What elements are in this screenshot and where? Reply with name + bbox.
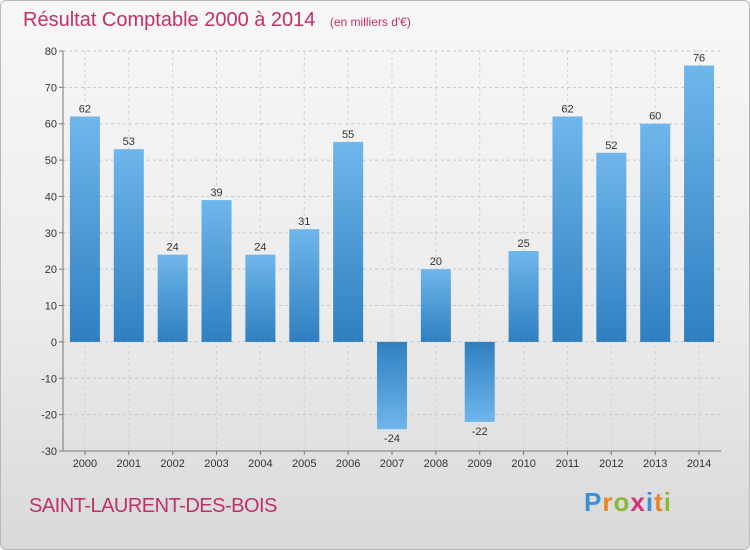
value-label-2014: 76 bbox=[693, 53, 705, 65]
x-tick-label-2002: 2002 bbox=[160, 458, 184, 470]
x-tick-label-2005: 2005 bbox=[292, 458, 316, 470]
logo-letter: r bbox=[602, 487, 614, 517]
bar-2007 bbox=[377, 341, 407, 430]
x-tick-label-2003: 2003 bbox=[204, 458, 228, 470]
proxiti-logo: Proxiti bbox=[584, 487, 672, 518]
value-label-2002: 24 bbox=[167, 242, 179, 254]
logo-letter: P bbox=[584, 487, 603, 517]
x-tick-label-2014: 2014 bbox=[687, 458, 711, 470]
y-tick-label: -30 bbox=[41, 446, 57, 458]
logo-letter: i bbox=[663, 487, 672, 517]
y-tick-label: 50 bbox=[45, 155, 57, 167]
x-tick-label-2012: 2012 bbox=[599, 458, 623, 470]
logo-letter: o bbox=[613, 487, 631, 517]
y-tick-label: 30 bbox=[45, 228, 57, 240]
value-label-2012: 52 bbox=[605, 140, 617, 152]
bar-2002 bbox=[157, 254, 188, 342]
y-tick-label: 40 bbox=[45, 191, 57, 203]
value-label-2003: 39 bbox=[210, 187, 222, 199]
chart-unit: (en milliers d'€) bbox=[329, 15, 411, 29]
bar-2000 bbox=[69, 116, 100, 342]
x-tick-label-2011: 2011 bbox=[556, 458, 580, 470]
y-tick-label: -10 bbox=[41, 373, 57, 385]
chart-title-block: Résultat Comptable 2000 à 2014 (en milli… bbox=[23, 9, 411, 32]
bar-2004 bbox=[245, 254, 276, 342]
value-label-2009: -22 bbox=[472, 426, 488, 438]
bar-2013 bbox=[640, 123, 671, 342]
x-tick-label-2009: 2009 bbox=[467, 458, 491, 470]
bar-2001 bbox=[113, 149, 144, 342]
commune-name: SAINT-LAURENT-DES-BOIS bbox=[29, 495, 277, 517]
y-tick-label: 70 bbox=[45, 82, 57, 94]
value-label-2013: 60 bbox=[649, 111, 661, 123]
y-tick-label: 80 bbox=[45, 46, 57, 58]
value-label-2001: 53 bbox=[123, 136, 135, 148]
bar-2011 bbox=[552, 116, 583, 342]
x-tick-label-2008: 2008 bbox=[424, 458, 448, 470]
x-tick-label-2010: 2010 bbox=[511, 458, 535, 470]
y-tick-label: 10 bbox=[45, 301, 57, 313]
y-tick-label: 0 bbox=[51, 337, 57, 349]
value-label-2005: 31 bbox=[298, 216, 310, 228]
value-label-2004: 24 bbox=[254, 242, 266, 254]
bar-2012 bbox=[596, 152, 627, 342]
value-label-2007: -24 bbox=[384, 433, 400, 445]
y-tick-label: -20 bbox=[41, 410, 57, 422]
x-tick-label-2006: 2006 bbox=[336, 458, 360, 470]
bar-2003 bbox=[201, 200, 232, 342]
bar-2005 bbox=[289, 229, 320, 342]
value-label-2008: 20 bbox=[430, 256, 442, 268]
logo-letter: t bbox=[654, 487, 664, 517]
x-tick-label-2013: 2013 bbox=[643, 458, 667, 470]
bar-2009 bbox=[464, 341, 495, 422]
logo-letter: x bbox=[630, 487, 646, 517]
bar-2014 bbox=[684, 65, 715, 342]
x-tick-label-2001: 2001 bbox=[117, 458, 141, 470]
y-tick-label: 60 bbox=[45, 119, 57, 131]
x-tick-label-2007: 2007 bbox=[380, 458, 404, 470]
bar-2008 bbox=[420, 269, 451, 342]
bar-2006 bbox=[333, 141, 364, 342]
y-tick-label: 20 bbox=[45, 264, 57, 276]
chart-title: Résultat Comptable 2000 à 2014 bbox=[23, 9, 316, 31]
value-label-2011: 62 bbox=[561, 103, 573, 115]
value-label-2006: 55 bbox=[342, 129, 354, 141]
logo-letter: i bbox=[645, 487, 655, 517]
value-label-2000: 62 bbox=[79, 103, 91, 115]
x-tick-label-2004: 2004 bbox=[248, 458, 272, 470]
value-label-2010: 25 bbox=[517, 238, 529, 250]
bar-2010 bbox=[508, 251, 539, 342]
x-tick-label-2000: 2000 bbox=[73, 458, 97, 470]
